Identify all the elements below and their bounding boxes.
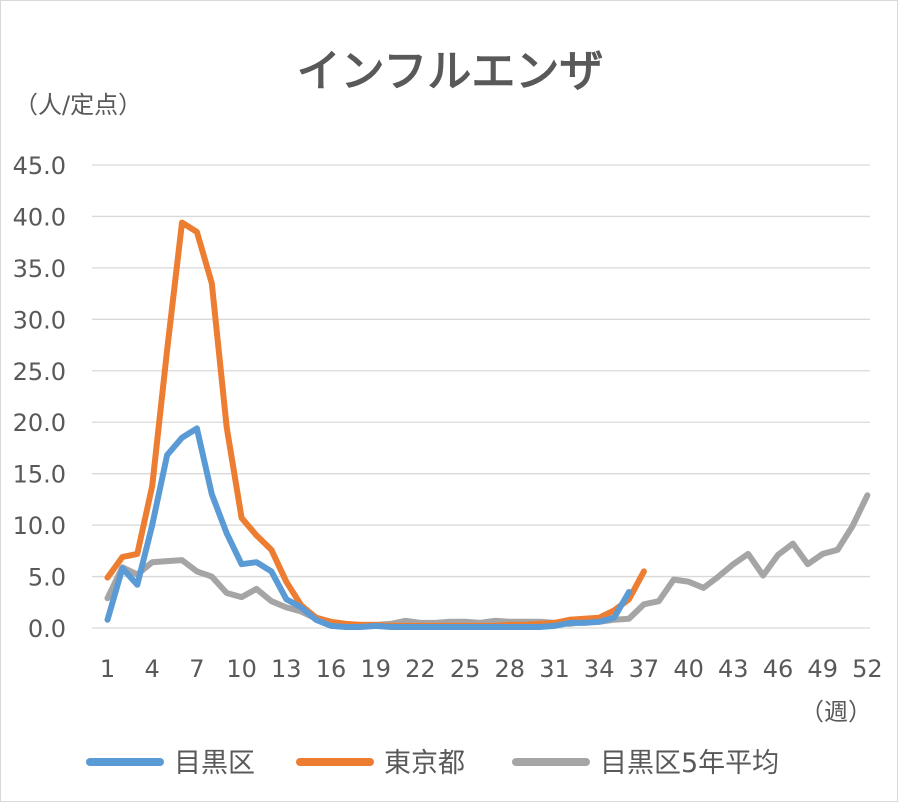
y-tick-label: 10.0 — [13, 512, 66, 540]
x-tick-label: 43 — [718, 655, 749, 683]
y-tick-label: 35.0 — [13, 255, 66, 283]
legend-label: 目黒区 — [174, 748, 255, 779]
x-tick-label: 13 — [271, 655, 302, 683]
series-lines — [104, 219, 871, 630]
x-tick-label: 4 — [145, 655, 160, 683]
x-tick-label: 46 — [763, 655, 794, 683]
y-tick-label: 30.0 — [13, 306, 66, 334]
x-tick-label: 37 — [629, 655, 660, 683]
x-tick-label: 34 — [584, 655, 615, 683]
y-tick-label: 25.0 — [13, 358, 66, 386]
x-tick-label: 16 — [316, 655, 347, 683]
x-tick-label: 7 — [189, 655, 204, 683]
y-tick-label: 45.0 — [13, 152, 66, 180]
x-tick-label: 25 — [450, 655, 481, 683]
series-line-meguro-line — [104, 425, 632, 630]
x-tick-label: 19 — [360, 655, 391, 683]
y-axis-unit-label: （人/定点） — [14, 91, 142, 119]
y-tick-label: 0.0 — [28, 615, 66, 643]
x-tick-label: 49 — [807, 655, 838, 683]
x-tick-label: 22 — [405, 655, 436, 683]
x-tick-label: 10 — [226, 655, 257, 683]
x-axis-unit-label: （週） — [800, 698, 872, 726]
legend-label: 東京都 — [384, 748, 465, 779]
chart-title: インフルエンザ — [297, 46, 604, 97]
x-tick-label: 31 — [539, 655, 570, 683]
x-tick-label: 1 — [100, 655, 115, 683]
legend: 目黒区 東京都 目黒区5年平均 — [86, 748, 779, 779]
gridlines — [92, 164, 870, 629]
y-axis-ticks: 0.0 5.0 10.0 15.0 20.0 25.0 30.0 35.0 40.0 45.0 — [13, 152, 66, 643]
y-tick-label: 40.0 — [13, 203, 66, 231]
x-axis-ticks: 1 4 7 10 13 16 19 22 25 28 31 34 37 40 43 46 49 52 — [100, 655, 883, 683]
y-tick-label: 15.0 — [13, 461, 66, 489]
series-line-meguro-5yr-avg-line — [104, 492, 871, 628]
x-tick-label: 52 — [852, 655, 883, 683]
y-tick-label: 5.0 — [28, 564, 66, 592]
legend-label: 目黒区5年平均 — [600, 748, 779, 779]
x-tick-label: 28 — [495, 655, 526, 683]
x-tick-label: 40 — [673, 655, 704, 683]
y-tick-label: 20.0 — [13, 409, 66, 437]
